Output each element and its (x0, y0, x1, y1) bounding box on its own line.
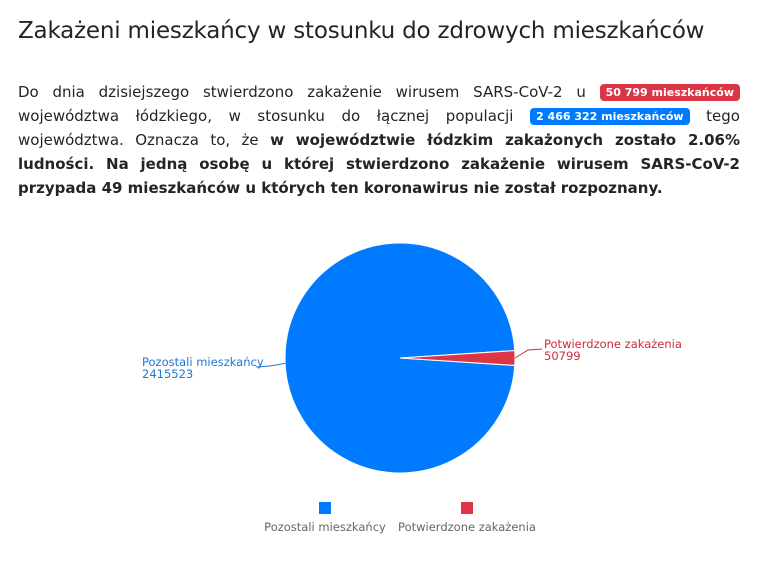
legend-label-infected[interactable]: Potwierdzone zakażenia (398, 520, 536, 534)
legend-swatch-infected[interactable] (461, 502, 473, 514)
summary-paragraph: Do dnia dzisiejszego stwierdzono zakażen… (18, 80, 740, 200)
population-badge: 2 466 322 mieszkańców (530, 108, 690, 125)
page-title: Zakażeni mieszkańcy w stosunku do zdrowy… (18, 18, 705, 44)
slice-label-infected-value: 50799 (544, 349, 581, 363)
leader-line-healthy (255, 362, 286, 368)
legend-label-healthy[interactable]: Pozostali mieszkańcy (264, 520, 386, 534)
summary-text-3: tego województwa. Oznacza to, że (18, 107, 740, 149)
chart-legend: Pozostali mieszkańcy Potwierdzone zakaże… (264, 502, 536, 534)
slice-label-healthy-name: Pozostali mieszkańcy (142, 355, 264, 369)
summary-bold-text: w województwie łódzkim zakażonych został… (18, 131, 741, 197)
slice-label-healthy-value: 2415523 (142, 367, 193, 381)
slice-labels-group: Pozostali mieszkańcy 2415523 Potwierdzon… (142, 337, 682, 381)
summary-text-2: województwa łódzkiego, w stosunku do łąc… (18, 107, 531, 125)
pie-slice-infected[interactable] (399, 350, 516, 366)
infected-count-badge: 50 799 mieszkańców (599, 84, 740, 101)
pie-slices-group (284, 242, 516, 474)
slice-label-infected-name: Potwierdzone zakażenia (544, 337, 682, 351)
pie-slice-healthy[interactable] (284, 242, 516, 474)
legend-swatch-healthy[interactable] (319, 502, 331, 514)
leader-line-infected (514, 348, 543, 359)
summary-text-1: Do dnia dzisiejszego stwierdzono zakażen… (18, 83, 600, 101)
